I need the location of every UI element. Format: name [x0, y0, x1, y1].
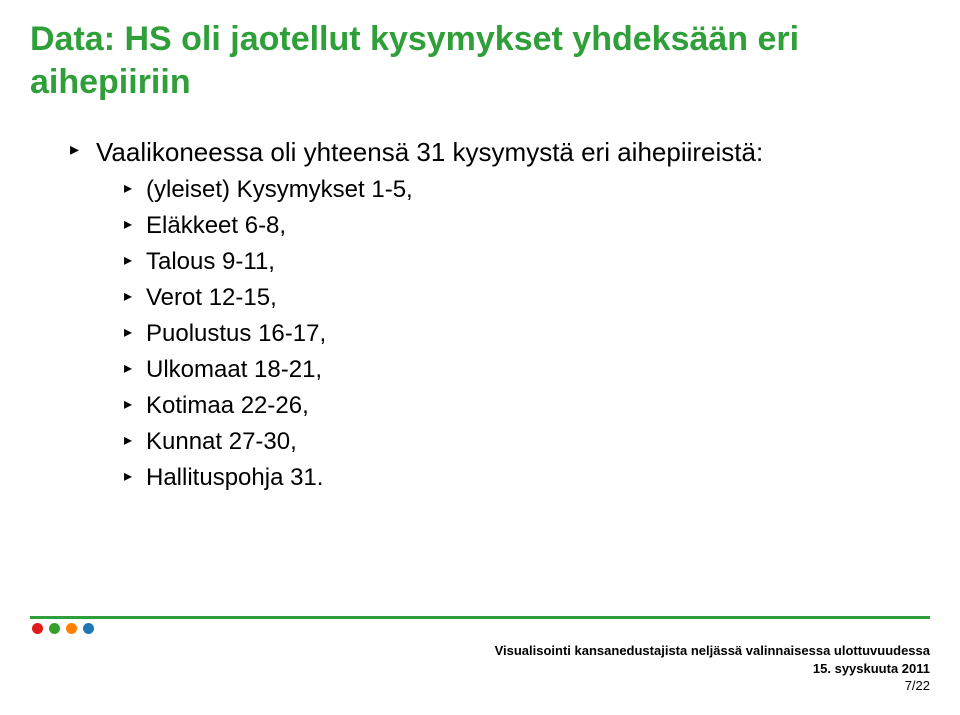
- bullet-list-outer: Vaalikoneessa oli yhteensä 31 kysymystä …: [70, 137, 930, 492]
- footer-title: Visualisointi kansanedustajista neljässä…: [30, 642, 930, 660]
- dot-3: [66, 623, 77, 634]
- intro-bullet: Vaalikoneessa oli yhteensä 31 kysymystä …: [70, 137, 930, 492]
- title-line-1: Data: HS oli jaotellut kysymykset yhdeks…: [30, 20, 799, 58]
- intro-text: Vaalikoneessa oli yhteensä 31 kysymystä …: [96, 137, 763, 167]
- list-item-text: Hallituspohja 31.: [146, 464, 323, 491]
- list-item-text: Kunnat 27-30,: [146, 428, 297, 455]
- list-item-text: Eläkkeet 6-8,: [146, 212, 286, 239]
- list-item: (yleiset) Kysymykset 1-5,: [124, 176, 930, 204]
- dot-4: [83, 623, 94, 634]
- list-item: Eläkkeet 6-8,: [124, 212, 930, 240]
- title-line-2: aihepiiriin: [30, 63, 191, 101]
- list-item-text: (yleiset) Kysymykset 1-5,: [146, 176, 413, 203]
- list-item-text: Ulkomaat 18-21,: [146, 356, 322, 383]
- slide-content: Vaalikoneessa oli yhteensä 31 kysymystä …: [30, 137, 930, 492]
- list-item: Ulkomaat 18-21,: [124, 356, 930, 384]
- list-item-text: Talous 9-11,: [146, 248, 275, 275]
- footer-meta: Visualisointi kansanedustajista neljässä…: [30, 642, 930, 695]
- list-item: Talous 9-11,: [124, 248, 930, 276]
- list-item: Kotimaa 22-26,: [124, 392, 930, 420]
- list-item: Puolustus 16-17,: [124, 320, 930, 348]
- list-item-text: Puolustus 16-17,: [146, 320, 326, 347]
- list-item-text: Verot 12-15,: [146, 284, 277, 311]
- footer-rule: [30, 616, 930, 619]
- list-item: Verot 12-15,: [124, 284, 930, 312]
- footer-dots: [30, 623, 930, 634]
- footer-date: 15. syyskuuta 2011: [30, 660, 930, 678]
- footer-page: 7/22: [30, 677, 930, 695]
- list-item: Hallituspohja 31.: [124, 464, 930, 492]
- list-item: Kunnat 27-30,: [124, 428, 930, 456]
- slide: Data: HS oli jaotellut kysymykset yhdeks…: [0, 0, 960, 715]
- bullet-list-inner: (yleiset) Kysymykset 1-5, Eläkkeet 6-8, …: [124, 176, 930, 492]
- list-item-text: Kotimaa 22-26,: [146, 392, 309, 419]
- slide-title: Data: HS oli jaotellut kysymykset yhdeks…: [30, 18, 930, 103]
- slide-footer: Visualisointi kansanedustajista neljässä…: [30, 616, 930, 695]
- dot-2: [49, 623, 60, 634]
- dot-1: [32, 623, 43, 634]
